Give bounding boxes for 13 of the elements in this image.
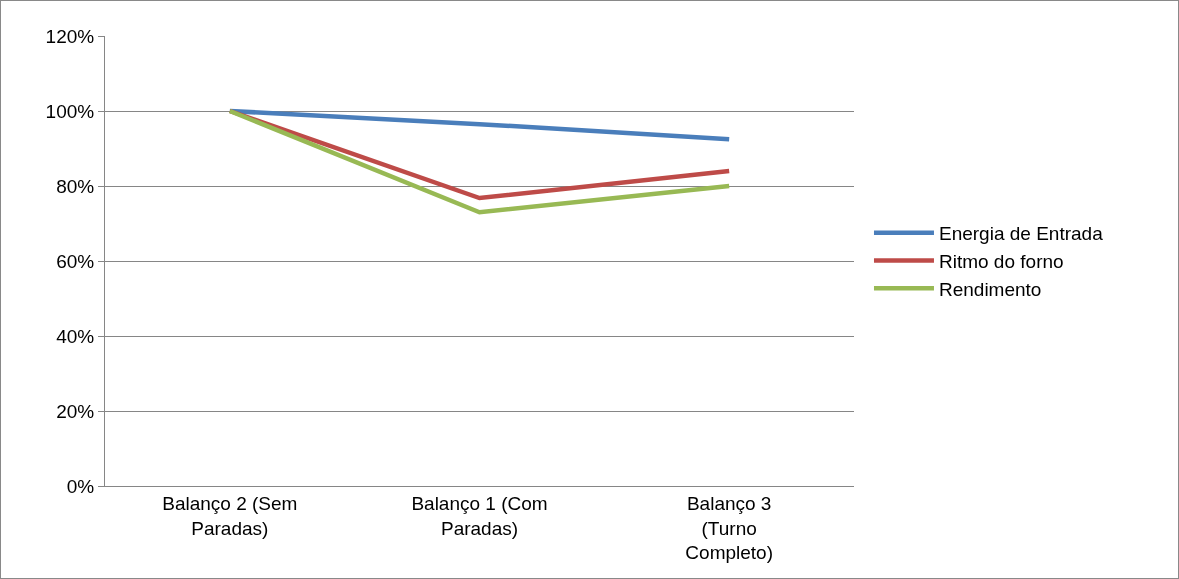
y-tick-label: 60% [56,250,95,272]
y-tick-label: 20% [56,400,95,422]
x-tick-label: Balanço 1 (Com Paradas) [411,492,548,539]
y-tick-label: 80% [56,175,95,197]
y-tick-label: 120% [45,25,95,47]
y-tick-label: 0% [66,475,95,497]
legend-label: Energia de Entrada [938,223,1104,245]
y-tick-label: 40% [56,325,95,347]
legend-label: Ritmo do forno [938,250,1064,272]
x-tick-label: Balanço 2 (Sem Paradas) [162,492,298,539]
x-tick-label: Balanço 3 (Turno Completo) [685,492,773,564]
y-tick-label: 100% [45,100,95,122]
legend-label: Rendimento [938,278,1042,300]
